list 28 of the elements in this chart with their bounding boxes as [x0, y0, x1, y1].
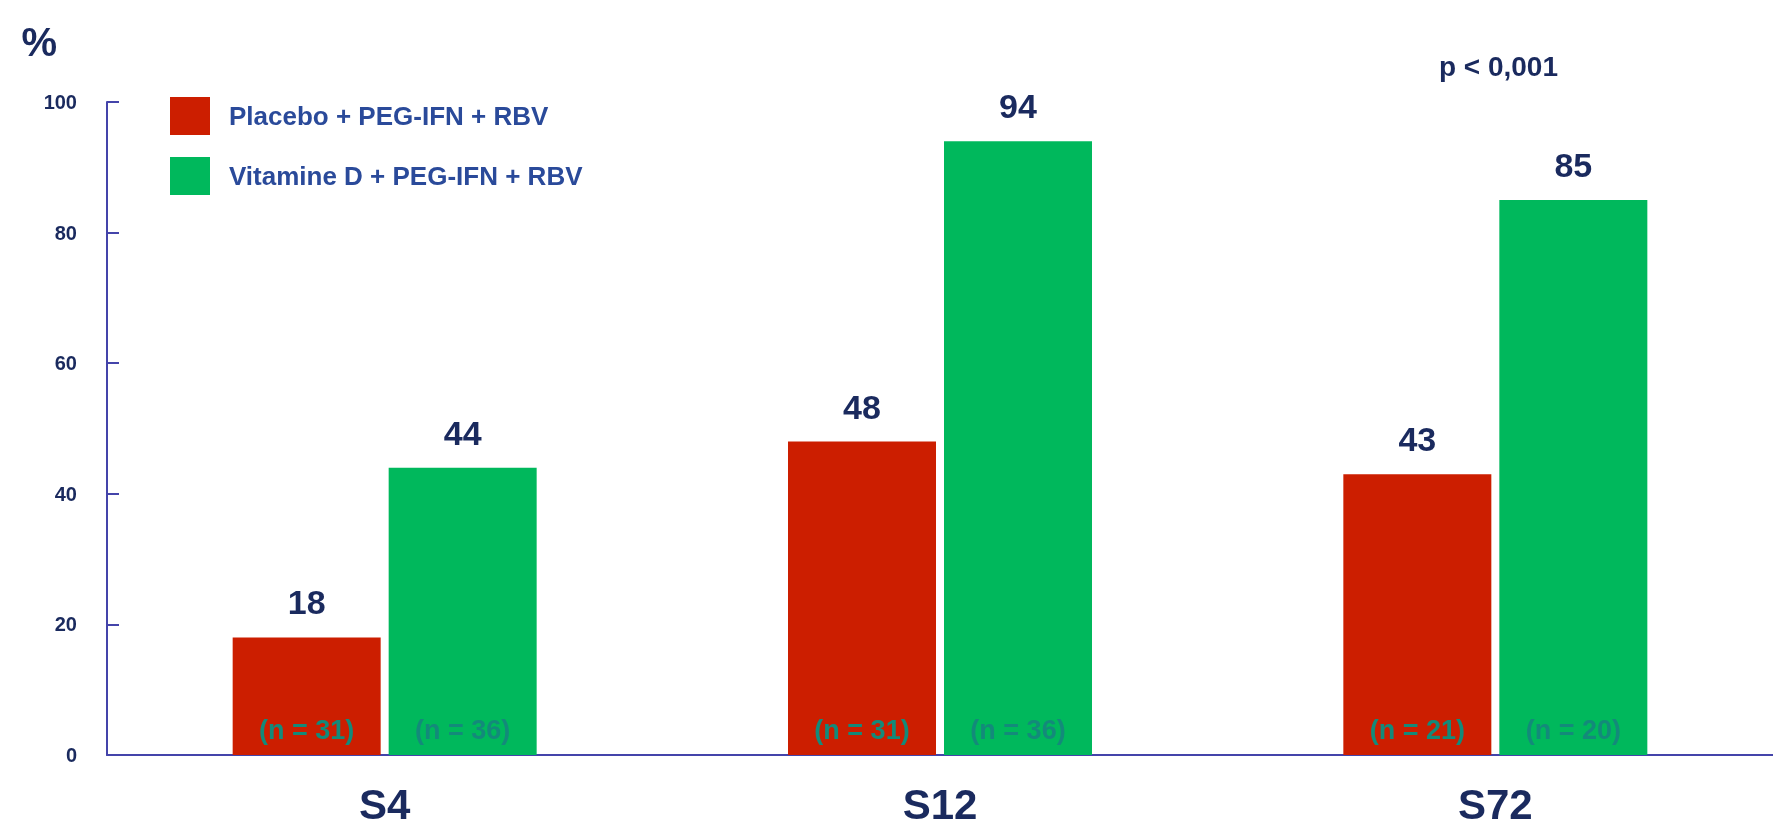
annotation: (n = 31) — [259, 714, 355, 745]
legend-label: Vitamine D + PEG-IFN + RBV — [229, 161, 584, 191]
data-label: 44 — [443, 413, 482, 452]
data-label: 43 — [1398, 420, 1437, 459]
y-axis-title: % — [21, 20, 57, 64]
data-label: 48 — [843, 387, 881, 426]
legend-label: Placebo + PEG-IFN + RBV — [229, 101, 549, 131]
y-tick-label: 20 — [54, 613, 77, 636]
y-tick-label: 100 — [43, 91, 77, 113]
bar — [388, 467, 537, 755]
bar — [1499, 199, 1648, 755]
text: p < 0,001 — [1438, 50, 1559, 82]
x-tick-label: S4 — [358, 780, 411, 828]
bar — [1343, 474, 1492, 755]
y-tick-label: 60 — [54, 352, 77, 375]
x-tick-label: S72 — [1457, 780, 1533, 828]
bar — [944, 141, 1092, 755]
data-label: 18 — [287, 583, 326, 622]
y-tick-label: 0 — [65, 744, 77, 766]
bar — [788, 441, 936, 755]
data-label: 94 — [999, 87, 1037, 126]
data-label: 85 — [1554, 145, 1593, 184]
annotation: (n = 31) — [814, 714, 910, 745]
annotation: (n = 21) — [1369, 714, 1465, 745]
y-tick-label: 40 — [54, 482, 77, 505]
x-tick-label: S12 — [902, 780, 978, 828]
bar — [232, 637, 381, 755]
y-tick-label: 80 — [54, 221, 77, 244]
